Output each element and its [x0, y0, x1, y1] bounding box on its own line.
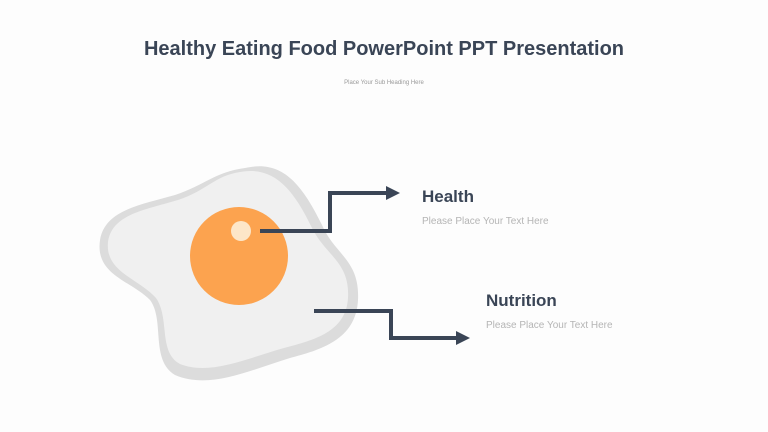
- arrow-head: [386, 186, 400, 200]
- item-text: Please Place Your Text Here: [422, 216, 549, 227]
- item-text: Please Place Your Text Here: [486, 320, 613, 331]
- egg: [99, 166, 359, 381]
- title: Healthy Eating Food PowerPoint PPT Prese…: [144, 38, 624, 60]
- arrow-head: [456, 331, 470, 345]
- yolk-highlight: [231, 221, 251, 241]
- subtitle: Place Your Sub Heading Here: [344, 80, 424, 86]
- item-label: Nutrition: [486, 291, 557, 310]
- arrow-line: [260, 191, 388, 233]
- item-label: Health: [422, 187, 474, 206]
- arrow-line: [314, 309, 458, 340]
